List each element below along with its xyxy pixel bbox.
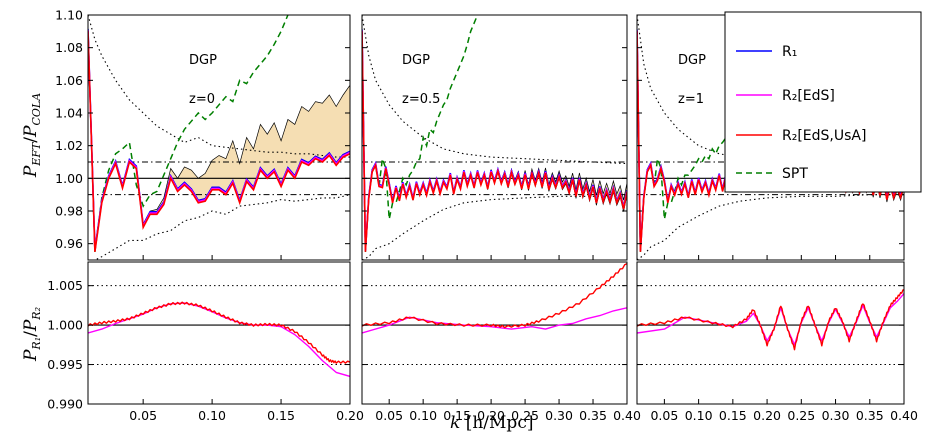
panel-z1-redshift-label: z=1 — [678, 92, 704, 107]
series-r2-eds-usa-1 — [362, 31, 627, 252]
dotted-upper-1 — [362, 15, 627, 165]
x-tick-label: 0.40 — [890, 408, 918, 423]
x-tick-label: 0.15 — [443, 408, 471, 423]
axes-frame-top-0 — [87, 14, 351, 261]
legend-label-spt: SPT — [782, 166, 808, 182]
x-tick-label: 0.30 — [545, 408, 573, 423]
x-tick-label: 0.05 — [650, 408, 678, 423]
series-spt-1 — [362, 15, 479, 252]
axes-frame-top-1 — [361, 14, 628, 261]
x-tick-label: 0.35 — [856, 408, 884, 423]
x-tick-label: 0.35 — [579, 408, 607, 423]
x-tick-label: 0.40 — [613, 408, 641, 423]
x-tick-label: 0.25 — [511, 408, 539, 423]
y-tick-label-bottom: 1.005 — [47, 278, 83, 293]
x-tick-labels-z05: 0.05 0.10 0.15 0.20 0.25 0.30 0.35 0.40 — [375, 255, 641, 423]
y-axis-label-top: PEFT/PCOLA — [21, 93, 43, 178]
panel-z05-top — [361, 14, 628, 261]
y-tick-label-top: 1.08 — [55, 40, 83, 55]
svg-text:k [h/Mpc]: k [h/Mpc] — [450, 413, 533, 433]
legend-label-r2-eds-usa: R₂[EdS,UsA] — [782, 128, 866, 144]
x-tick-labels-z1: 0.05 0.10 0.15 0.20 0.25 0.30 0.35 0.40 — [650, 255, 918, 423]
y-tick-label-top: 1.04 — [55, 106, 83, 121]
uncertainty-band-z0 — [88, 31, 350, 252]
svg-text:PR₁/PR₂: PR₁/PR₂ — [21, 307, 43, 362]
x-tick-label: 0.20 — [336, 408, 364, 423]
legend-box — [724, 11, 922, 193]
x-tick-label: 0.20 — [753, 408, 781, 423]
axes-frame-bottom-1 — [361, 261, 628, 405]
x-tick-label: 0.25 — [787, 408, 815, 423]
y-axis-label-bottom: PR₁/PR₂ — [21, 307, 43, 362]
y-tick-label-top: 1.06 — [55, 73, 83, 88]
dotted-lower-2 — [637, 194, 904, 260]
legend: R₁ R₂[EdS] R₂[EdS,UsA] SPT — [724, 11, 922, 193]
y-tick-label-top: 0.98 — [55, 204, 83, 219]
series-r1-0 — [88, 28, 350, 250]
x-tick-label: 0.15 — [719, 408, 747, 423]
y-tick-label-top: 1.02 — [55, 138, 83, 153]
ratio-r2-eds-usa-1 — [362, 262, 627, 329]
x-tick-label: 0.30 — [822, 408, 850, 423]
panel-z1-model-label: DGP — [678, 53, 706, 68]
x-tick-label: 0.15 — [267, 408, 295, 423]
x-tick-label: 0.05 — [129, 408, 157, 423]
panel-z0-model-label: DGP — [189, 53, 217, 68]
panel-z0-redshift-label: z=0 — [189, 92, 215, 107]
y-tick-label-bottom: 0.990 — [47, 397, 83, 412]
svg-text:PEFT/PCOLA: PEFT/PCOLA — [21, 93, 43, 178]
panel-z1-bottom — [636, 261, 905, 405]
ratio-r2-eds-usa-2 — [637, 288, 904, 351]
series-r2-eds-0 — [88, 29, 350, 251]
legend-label-r2-eds: R₂[EdS] — [782, 88, 835, 104]
ratio-r2-eds-0 — [88, 302, 350, 378]
x-tick-label: 0.10 — [685, 408, 713, 423]
dotted-lower-0 — [88, 194, 350, 260]
axes-frame-bottom-2 — [636, 261, 905, 405]
x-tick-label: 0.10 — [409, 408, 437, 423]
panel-z05-redshift-label: z=0.5 — [402, 92, 440, 107]
panel-z05-bottom — [361, 261, 628, 405]
ratio-r2-eds-usa-0 — [88, 301, 350, 364]
panel-z0-top — [87, 14, 351, 261]
y-tick-labels-top: 0.96 0.98 1.00 1.02 1.04 1.06 1.08 1.10 — [55, 8, 83, 252]
y-tick-label-bottom: 1.000 — [47, 318, 83, 333]
dotted-lower-1 — [362, 194, 627, 260]
axes-frame-bottom-0 — [87, 261, 351, 405]
y-tick-labels-bottom: 0.990 0.995 1.000 1.005 — [47, 278, 83, 411]
panel-z0-bottom — [87, 261, 351, 405]
y-tick-label-top: 1.00 — [55, 171, 83, 186]
y-tick-label-top: 1.10 — [55, 8, 83, 23]
x-tick-label: 0.05 — [375, 408, 403, 423]
x-axis-label: k [h/Mpc] — [450, 413, 533, 433]
y-tick-label-top: 0.96 — [55, 236, 83, 251]
x-tick-label: 0.20 — [477, 408, 505, 423]
legend-label-r1: R₁ — [782, 44, 797, 60]
dotted-upper-0 — [88, 15, 350, 158]
series-r2-eds-usa-0 — [88, 31, 350, 252]
x-tick-labels-z0: 0.05 0.10 0.15 0.20 — [129, 255, 364, 423]
x-tick-label: 0.10 — [198, 408, 226, 423]
ratio-r2-eds-1 — [362, 307, 627, 334]
y-tick-label-bottom: 0.995 — [47, 357, 83, 372]
panel-z05-model-label: DGP — [402, 53, 430, 68]
